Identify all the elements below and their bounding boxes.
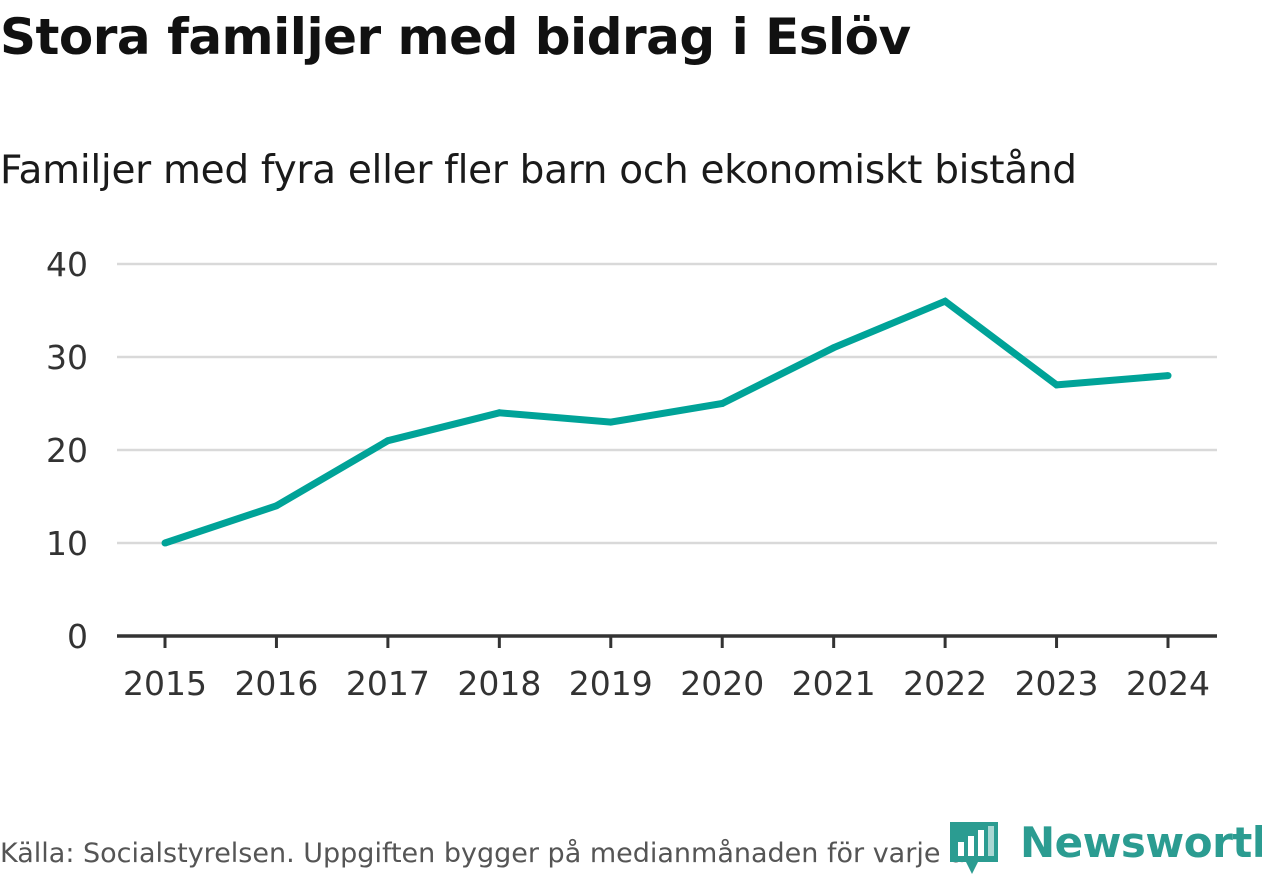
- data-point-2021: [830, 344, 838, 352]
- x-tick-label-2019: 2019: [569, 664, 653, 703]
- data-point-2023: [1053, 381, 1061, 389]
- y-tick-label-40: 40: [46, 245, 88, 284]
- x-axis: 2015 2016 2017 2018 2019 2020 2021 2022 2023 2024: [117, 634, 1217, 703]
- y-tick-label-0: 0: [67, 617, 88, 656]
- y-axis: 0 10 20 30 40: [46, 245, 88, 656]
- data-point-2017: [384, 437, 392, 445]
- x-tick-label-2015: 2015: [123, 664, 207, 703]
- x-tick-label-2021: 2021: [792, 664, 876, 703]
- data-point-2016: [272, 502, 280, 510]
- chart-subtitle: Familjer med fyra eller fler barn och ek…: [0, 148, 1077, 193]
- data-point-2022: [941, 297, 949, 305]
- data-point-2018: [495, 409, 503, 417]
- brand-logo[interactable]: Newsworthy: [950, 818, 1262, 878]
- x-tick-label-2020: 2020: [680, 664, 764, 703]
- x-tick-label-2023: 2023: [1015, 664, 1099, 703]
- series-line-0: [163, 297, 1169, 547]
- grid-lines: [117, 262, 1217, 545]
- data-point-2020: [718, 400, 726, 407]
- x-tick-label-2016: 2016: [234, 664, 318, 703]
- data-point-2015: [161, 539, 169, 547]
- series-layer: [161, 297, 1172, 547]
- data-point-2019: [607, 418, 615, 426]
- y-tick-label-10: 10: [46, 524, 88, 563]
- chart-title: Stora familjer med bidrag i Eslöv: [0, 8, 911, 66]
- x-tick-label-2017: 2017: [346, 664, 430, 703]
- y-tick-label-30: 30: [46, 338, 88, 377]
- x-tick-label-2024: 2024: [1126, 664, 1210, 703]
- x-tick-label-2022: 2022: [903, 664, 987, 703]
- newsworthy-logo-icon: [950, 822, 998, 874]
- x-tick-label-2018: 2018: [457, 664, 541, 703]
- brand-name: Newsworthy: [1020, 818, 1262, 867]
- source-note: Källa: Socialstyrelsen. Uppgiften bygger…: [0, 838, 977, 869]
- y-tick-label-20: 20: [46, 431, 88, 470]
- data-point-2024: [1164, 372, 1172, 380]
